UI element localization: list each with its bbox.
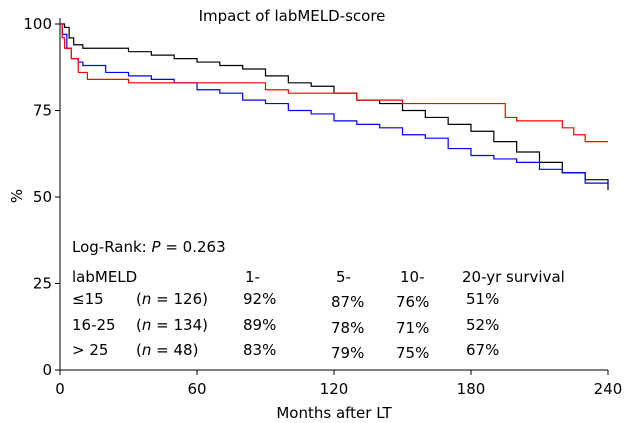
logrank-annotation: Log-Rank: P = 0.263 xyxy=(72,238,226,256)
table-value: 71% xyxy=(396,319,429,337)
axis-ticks: 0 60 120 180 240 0 25 50 75 100 xyxy=(23,15,622,398)
y-tick-label: 25 xyxy=(33,275,52,293)
table-value: 78% xyxy=(331,319,364,337)
x-tick-label: 180 xyxy=(457,380,486,398)
y-axis-label: % xyxy=(8,189,26,203)
logrank-p: P xyxy=(152,238,162,256)
y-tick-label: 50 xyxy=(33,188,52,206)
table-value: 92% xyxy=(243,290,276,308)
table-value: 79% xyxy=(331,344,364,362)
series-group xyxy=(60,23,609,191)
table-value: 67% xyxy=(466,341,499,359)
table-header-4: 10- xyxy=(400,268,425,286)
y-tick-label: 0 xyxy=(42,361,52,379)
table-row-group: ≤15 xyxy=(72,290,104,308)
table-value: 89% xyxy=(243,316,276,334)
table-row-n: (n = 126) xyxy=(136,290,208,308)
x-tick-label: 240 xyxy=(594,380,623,398)
table-row-n: (n = 134) xyxy=(136,316,208,334)
table-value: 76% xyxy=(396,293,429,311)
table-value: 51% xyxy=(466,290,499,308)
table-value: 87% xyxy=(331,293,364,311)
x-axis-label: Months after LT xyxy=(276,404,392,422)
y-tick-label: 75 xyxy=(33,102,52,120)
survival-table: labMELD 1- 5- 10- 20-yr survival ≤15 (n = 126)… xyxy=(72,268,565,362)
series-line-1 xyxy=(60,23,609,187)
x-tick-label: 0 xyxy=(55,380,65,398)
table-header-0: labMELD xyxy=(72,268,137,286)
table-header-3: 5- xyxy=(336,268,351,286)
chart-title: Impact of labMELD-score xyxy=(199,7,386,25)
y-tick-label: 100 xyxy=(23,15,52,33)
x-tick-label: 60 xyxy=(187,380,206,398)
table-value: 52% xyxy=(466,316,499,334)
table-header-5: 20-yr survival xyxy=(462,268,565,286)
table-value: 83% xyxy=(243,341,276,359)
series-line-0 xyxy=(60,23,609,191)
logrank-value: = 0.263 xyxy=(161,238,226,256)
table-row-n: (n = 48) xyxy=(136,341,198,359)
table-row-group: > 25 xyxy=(72,341,108,359)
logrank-prefix: Log-Rank: xyxy=(72,238,152,256)
table-value: 75% xyxy=(396,344,429,362)
table-row-group: 16-25 xyxy=(72,316,116,334)
table-header-2: 1- xyxy=(245,268,260,286)
series-line-2 xyxy=(60,23,608,143)
x-tick-label: 120 xyxy=(320,380,349,398)
